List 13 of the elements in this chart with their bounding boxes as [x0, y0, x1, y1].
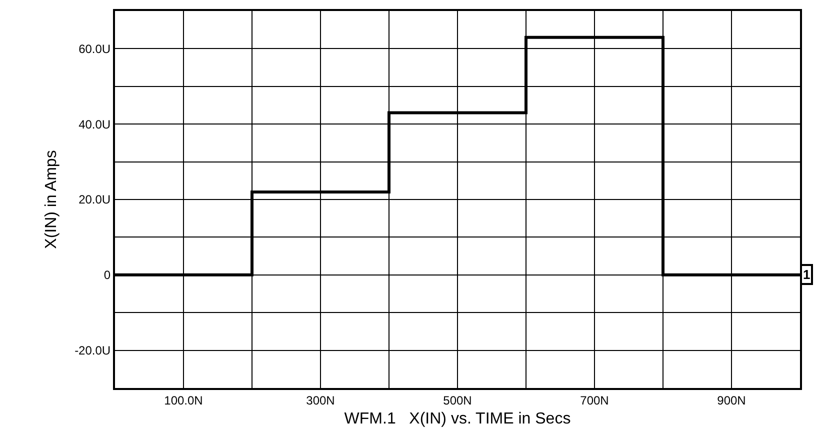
y-tick-label: 60.0U: [78, 42, 111, 56]
x-tick-label: 100.0N: [164, 393, 203, 408]
y-tick-label: 0: [104, 268, 111, 282]
annotation: 1: [803, 267, 810, 282]
y-tick-label: -20.0U: [74, 344, 111, 358]
y-tick-label: 40.0U: [78, 117, 111, 132]
x-axis-title: WFM.1 X(IN) vs. TIME in Secs: [344, 410, 571, 428]
x-tick-label: 700N: [580, 393, 609, 408]
y-axis-title: X(IN) in Amps: [42, 150, 60, 249]
x-tick-label: 300N: [306, 393, 335, 408]
y-tick-label: 20.0U: [78, 192, 111, 207]
x-tick-label: 900N: [717, 393, 746, 408]
x-tick-label: 500N: [443, 393, 472, 408]
